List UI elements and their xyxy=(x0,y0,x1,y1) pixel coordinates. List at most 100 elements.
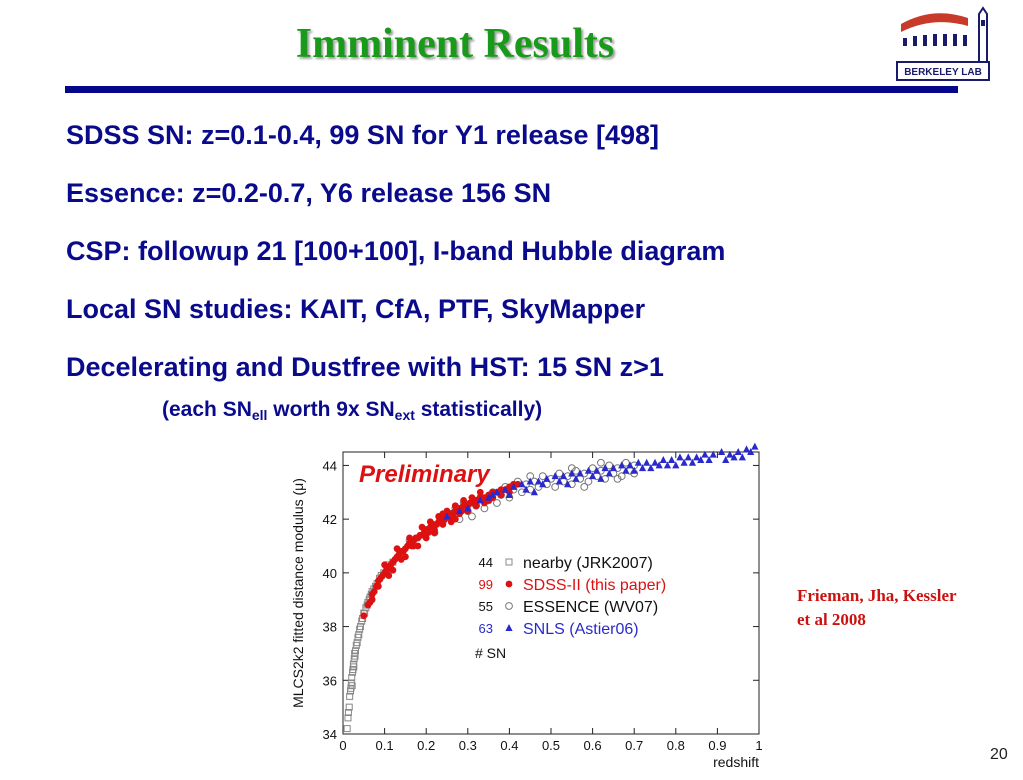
y-tick-label: 34 xyxy=(323,727,337,742)
point-open-square xyxy=(351,652,359,660)
statistical-weight-note: (each SNell worth 9x SNext statistically… xyxy=(162,398,542,423)
y-tick-label: 44 xyxy=(323,458,337,473)
point-open-circle xyxy=(551,483,560,491)
legend-label: SNLS (Astier06) xyxy=(523,621,639,638)
axes: 0 0.1 0.2 0.3 0.4 0.5 0.6 0.7 0.8 0.9 1 34 36 38 40 42 4… xyxy=(323,451,763,753)
point-filled-triangle xyxy=(522,485,530,493)
point-filled-triangle xyxy=(530,488,538,496)
point-filled-triangle xyxy=(534,477,543,485)
point-open-square xyxy=(345,703,353,711)
point-filled-triangle xyxy=(526,477,534,485)
point-filled-circle xyxy=(468,494,476,502)
y-tick-label: 42 xyxy=(323,512,337,527)
point-open-square xyxy=(348,674,356,682)
note-part3: statistically) xyxy=(414,398,543,421)
legend-count: 44 xyxy=(479,555,493,570)
point-filled-triangle xyxy=(509,482,518,490)
point-filled-triangle xyxy=(572,474,580,482)
point-filled-triangle xyxy=(485,493,493,501)
point-filled-triangle xyxy=(709,450,717,458)
legend-count: 63 xyxy=(479,621,493,636)
point-filled-triangle xyxy=(609,464,617,472)
point-filled-triangle xyxy=(455,507,464,515)
point-filled-triangle xyxy=(605,469,613,477)
point-filled-triangle xyxy=(597,474,605,482)
point-filled-triangle xyxy=(493,488,501,496)
point-filled-triangle xyxy=(659,456,667,464)
point-filled-triangle xyxy=(647,464,655,472)
citation-line-2: et al 2008 xyxy=(797,610,866,629)
point-open-square xyxy=(350,663,358,671)
hubble-diagram-chart: MLCS2k2 fitted distance modulus (μ) reds… xyxy=(290,442,763,770)
point-filled-circle xyxy=(424,529,432,536)
point-filled-triangle xyxy=(651,458,659,466)
point-filled-triangle xyxy=(672,461,680,469)
point-filled-triangle xyxy=(638,464,647,472)
point-filled-circle xyxy=(397,556,405,563)
point-open-square xyxy=(343,725,351,733)
point-filled-triangle xyxy=(539,480,547,488)
note-sub-ell: ell xyxy=(251,407,268,423)
point-filled-triangle xyxy=(680,458,688,466)
legend-count: 99 xyxy=(479,577,493,592)
y-axis-label: MLCS2k2 fitted distance modulus (μ) xyxy=(290,478,306,708)
point-filled-triangle xyxy=(543,474,551,482)
point-filled-triangle xyxy=(489,490,497,498)
point-filled-triangle xyxy=(576,469,584,477)
point-filled-circle xyxy=(426,518,434,526)
point-filled-circle xyxy=(374,582,382,590)
legend-marker xyxy=(505,558,513,566)
point-filled-triangle xyxy=(738,453,746,461)
point-open-square xyxy=(351,647,359,655)
point-filled-triangle xyxy=(730,453,738,461)
point-filled-triangle xyxy=(589,472,597,480)
point-open-circle xyxy=(584,477,593,486)
legend-marker xyxy=(505,602,513,610)
point-filled-triangle xyxy=(684,453,692,461)
x-tick-label: 0 xyxy=(339,738,346,753)
note-part1: (each SN xyxy=(162,398,252,421)
point-filled-triangle xyxy=(593,466,601,474)
x-tick-label: 1 xyxy=(755,738,762,753)
point-filled-triangle xyxy=(726,450,734,458)
point-filled-triangle xyxy=(630,466,638,474)
point-filled-triangle xyxy=(722,456,730,464)
point-open-circle xyxy=(617,472,626,481)
point-filled-triangle xyxy=(618,461,626,469)
point-filled-circle xyxy=(439,510,447,518)
point-filled-triangle xyxy=(568,469,576,477)
legend-marker xyxy=(505,624,513,631)
point-filled-circle xyxy=(368,596,376,604)
point-open-circle xyxy=(468,512,476,521)
point-open-circle xyxy=(597,458,605,467)
berkeley-lab-logo: BERKELEY LAB xyxy=(896,6,990,81)
point-open-circle xyxy=(493,499,501,507)
point-filled-circle xyxy=(393,545,401,553)
point-filled-circle xyxy=(418,523,426,531)
point-filled-triangle xyxy=(501,485,509,493)
point-open-circle xyxy=(538,472,547,481)
x-tick-label: 0.1 xyxy=(376,738,394,753)
x-tick-label: 0.4 xyxy=(500,738,518,753)
point-open-circle xyxy=(621,458,630,467)
point-open-square xyxy=(344,714,352,722)
point-filled-triangle xyxy=(476,496,484,504)
y-tick-label: 40 xyxy=(323,566,337,581)
point-filled-circle xyxy=(439,521,447,528)
point-filled-triangle xyxy=(751,442,759,450)
point-filled-triangle xyxy=(742,445,751,453)
data-points xyxy=(343,442,759,733)
point-filled-triangle xyxy=(555,477,563,485)
x-tick-label: 0.2 xyxy=(417,738,435,753)
point-open-circle xyxy=(555,469,564,478)
point-filled-circle xyxy=(422,534,430,542)
legend: 44 nearby (JRK2007) 99 SDSS-II (this paper)… xyxy=(475,555,666,661)
point-filled-triangle xyxy=(655,461,663,469)
point-filled-triangle xyxy=(626,461,634,469)
point-open-square xyxy=(348,682,356,690)
point-filled-triangle xyxy=(717,448,726,455)
logo-text: BERKELEY LAB xyxy=(904,67,982,78)
legend-label: nearby (JRK2007) xyxy=(523,555,653,572)
x-tick-label: 0.6 xyxy=(584,738,602,753)
point-open-circle xyxy=(613,474,622,483)
